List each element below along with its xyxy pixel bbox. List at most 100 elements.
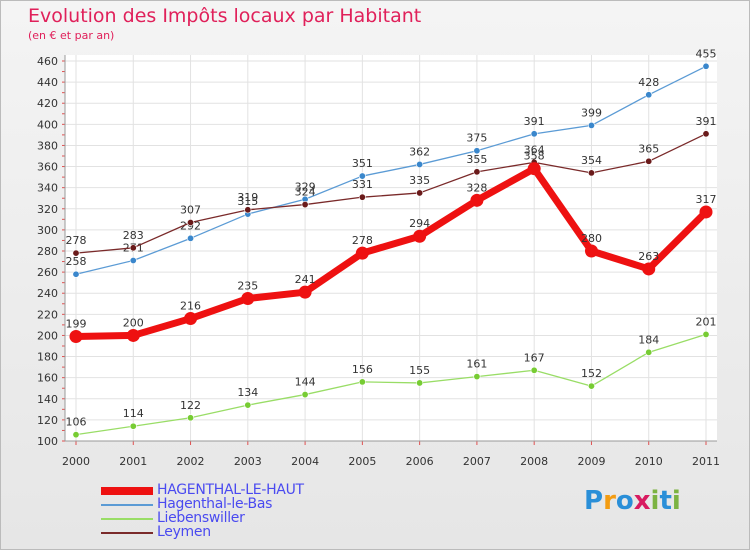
data-label-leymen: 335 [409, 174, 430, 187]
data-point-hagenthal-le-bas [587, 121, 595, 129]
y-tick-label: 300 [37, 224, 58, 237]
logo-letter: i [671, 486, 681, 516]
legend-label-hagenthal-le-bas: Hagenthal-le-Bas [157, 496, 273, 512]
series-line-leymen [75, 133, 707, 254]
y-tick-label: 100 [37, 435, 58, 448]
logo-letter: r [603, 486, 616, 516]
data-point-hagenthal-le-haut [699, 205, 713, 219]
data-label-leymen: 391 [696, 115, 717, 128]
data-point-leymen [301, 201, 309, 209]
y-tick-label: 380 [37, 139, 58, 152]
legend-swatch-leymen [101, 532, 153, 534]
x-tick-label: 2002 [177, 455, 205, 468]
data-point-liebenswiller [587, 382, 595, 390]
data-label-hagenthal-le-haut: 294 [409, 217, 430, 230]
data-label-hagenthal-le-bas: 258 [66, 255, 87, 268]
data-label-leymen: 365 [638, 142, 659, 155]
logo-letter: t [659, 486, 672, 516]
data-point-liebenswiller [129, 422, 137, 430]
data-point-hagenthal-le-haut [470, 193, 484, 207]
data-label-hagenthal-le-haut: 358 [524, 150, 545, 163]
data-point-hagenthal-le-haut [126, 328, 140, 342]
data-label-hagenthal-le-haut: 199 [66, 318, 87, 331]
data-point-liebenswiller [301, 391, 309, 399]
x-tick-label: 2008 [520, 455, 548, 468]
data-label-liebenswiller: 156 [352, 363, 373, 376]
data-label-leymen: 331 [352, 178, 373, 191]
data-label-liebenswiller: 122 [180, 399, 201, 412]
data-point-hagenthal-le-bas [187, 234, 195, 242]
series-line-hagenthal-le-haut [75, 165, 709, 340]
data-label-hagenthal-le-bas: 362 [409, 145, 430, 158]
data-point-liebenswiller [416, 379, 424, 387]
data-point-hagenthal-le-bas [72, 270, 80, 278]
chart-subtitle: (en € et par an) [28, 29, 115, 42]
y-tick-label: 160 [37, 372, 58, 385]
data-label-hagenthal-le-haut: 280 [581, 232, 602, 245]
y-tick-label: 260 [37, 266, 58, 279]
data-label-liebenswiller: 144 [295, 376, 316, 389]
data-point-hagenthal-le-bas [416, 160, 424, 168]
y-tick-label: 240 [37, 287, 58, 300]
x-tick-label: 2003 [234, 455, 262, 468]
y-tick-label: 400 [37, 118, 58, 131]
data-label-hagenthal-le-bas: 329 [295, 180, 316, 193]
logo-letter: o [615, 486, 634, 516]
logo-letter: P [584, 486, 604, 516]
data-point-hagenthal-le-haut [642, 262, 656, 276]
data-label-liebenswiller: 184 [638, 333, 659, 346]
data-point-leymen [473, 168, 481, 176]
y-tick-label: 140 [37, 393, 58, 406]
legend-swatch-hagenthal-le-haut [101, 487, 153, 495]
y-tick-label: 340 [37, 182, 58, 195]
data-label-hagenthal-le-bas: 315 [237, 195, 258, 208]
data-label-hagenthal-le-bas: 351 [352, 157, 373, 170]
series-line-hagenthal-le-bas [75, 65, 707, 275]
data-label-hagenthal-le-bas: 399 [581, 106, 602, 119]
data-label-leymen: 283 [123, 229, 144, 242]
data-point-liebenswiller [72, 431, 80, 439]
data-label-leymen: 307 [180, 204, 201, 217]
data-point-hagenthal-le-haut [184, 312, 198, 326]
data-point-leymen [72, 249, 80, 257]
y-tick-label: 440 [37, 76, 58, 89]
x-tick-label: 2004 [291, 455, 319, 468]
data-point-hagenthal-le-bas [530, 130, 538, 138]
data-label-liebenswiller: 152 [581, 367, 602, 380]
data-label-hagenthal-le-haut: 317 [696, 193, 717, 206]
data-point-hagenthal-le-haut [584, 244, 598, 258]
data-label-liebenswiller: 134 [237, 386, 258, 399]
data-point-liebenswiller [473, 373, 481, 381]
data-label-leymen: 319 [237, 191, 258, 204]
y-tick-label: 360 [37, 161, 58, 174]
x-tick-label: 2010 [635, 455, 663, 468]
data-label-leymen: 355 [466, 153, 487, 166]
legend-label-liebenswiller: Liebenswiller [157, 510, 245, 526]
data-point-liebenswiller [187, 414, 195, 422]
data-point-leymen [358, 193, 366, 201]
series-line-liebenswiller [75, 333, 707, 436]
data-point-leymen [645, 157, 653, 165]
data-label-hagenthal-le-haut: 241 [295, 273, 316, 286]
data-point-hagenthal-le-haut [69, 330, 83, 343]
data-point-liebenswiller [702, 330, 710, 338]
legend-swatch-hagenthal-le-bas [101, 504, 153, 506]
data-label-liebenswiller: 114 [123, 407, 144, 420]
x-tick-label: 2005 [348, 455, 376, 468]
data-point-hagenthal-le-haut [413, 229, 427, 243]
x-tick-label: 2007 [463, 455, 491, 468]
data-label-liebenswiller: 106 [66, 416, 87, 429]
legend-label-hagenthal-le-haut: HAGENTHAL-LE-HAUT [157, 482, 304, 498]
y-tick-label: 120 [37, 414, 58, 427]
data-point-leymen [187, 219, 195, 227]
data-point-leymen [244, 206, 252, 214]
data-point-hagenthal-le-bas [702, 62, 710, 70]
y-tick-label: 460 [37, 55, 58, 68]
data-label-hagenthal-le-haut: 263 [638, 250, 659, 263]
logo-letter: x [633, 486, 651, 516]
data-label-hagenthal-le-bas: 375 [466, 132, 487, 145]
data-point-hagenthal-le-haut [355, 246, 369, 260]
data-point-liebenswiller [645, 348, 653, 356]
data-point-hagenthal-le-haut [241, 292, 255, 305]
